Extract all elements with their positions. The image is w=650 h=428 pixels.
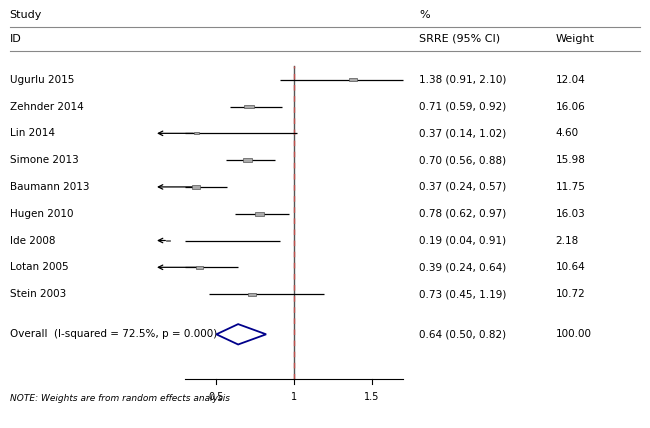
FancyBboxPatch shape bbox=[255, 212, 265, 216]
Text: 1.38 (0.91, 2.10): 1.38 (0.91, 2.10) bbox=[419, 75, 506, 85]
Text: Weight: Weight bbox=[556, 33, 595, 44]
Text: 0.70 (0.56, 0.88): 0.70 (0.56, 0.88) bbox=[419, 155, 506, 165]
Text: NOTE: Weights are from random effects analysis: NOTE: Weights are from random effects an… bbox=[10, 394, 229, 404]
Text: 0.19 (0.04, 0.91): 0.19 (0.04, 0.91) bbox=[419, 235, 506, 246]
FancyBboxPatch shape bbox=[243, 158, 252, 162]
Text: 16.06: 16.06 bbox=[556, 101, 586, 112]
Text: 1: 1 bbox=[291, 392, 297, 402]
Text: 2.18: 2.18 bbox=[556, 235, 579, 246]
Text: Lin 2014: Lin 2014 bbox=[10, 128, 55, 138]
Text: Hugen 2010: Hugen 2010 bbox=[10, 209, 73, 219]
FancyBboxPatch shape bbox=[349, 78, 357, 81]
FancyBboxPatch shape bbox=[166, 240, 170, 241]
Text: SRRE (95% CI): SRRE (95% CI) bbox=[419, 33, 500, 44]
Text: 0.39 (0.24, 0.64): 0.39 (0.24, 0.64) bbox=[419, 262, 506, 272]
Text: 11.75: 11.75 bbox=[556, 182, 586, 192]
Text: 100.00: 100.00 bbox=[556, 329, 592, 339]
FancyBboxPatch shape bbox=[248, 292, 256, 296]
Text: 10.72: 10.72 bbox=[556, 289, 586, 299]
Text: 0.37 (0.14, 1.02): 0.37 (0.14, 1.02) bbox=[419, 128, 506, 138]
Text: Overall  (I-squared = 72.5%, p = 0.000): Overall (I-squared = 72.5%, p = 0.000) bbox=[10, 329, 217, 339]
Text: 0.71 (0.59, 0.92): 0.71 (0.59, 0.92) bbox=[419, 101, 506, 112]
Text: Simone 2013: Simone 2013 bbox=[10, 155, 79, 165]
FancyBboxPatch shape bbox=[244, 104, 254, 108]
Text: Lotan 2005: Lotan 2005 bbox=[10, 262, 68, 272]
FancyBboxPatch shape bbox=[196, 266, 203, 269]
Text: Study: Study bbox=[10, 10, 42, 20]
Text: 0.37 (0.24, 0.57): 0.37 (0.24, 0.57) bbox=[419, 182, 506, 192]
Text: 0.64 (0.50, 0.82): 0.64 (0.50, 0.82) bbox=[419, 329, 506, 339]
Text: 4.60: 4.60 bbox=[556, 128, 579, 138]
Text: Ugurlu 2015: Ugurlu 2015 bbox=[10, 75, 74, 85]
FancyBboxPatch shape bbox=[192, 185, 200, 189]
FancyBboxPatch shape bbox=[194, 132, 198, 134]
Text: 1.5: 1.5 bbox=[364, 392, 380, 402]
Text: Baumann 2013: Baumann 2013 bbox=[10, 182, 89, 192]
Text: 12.04: 12.04 bbox=[556, 75, 586, 85]
Text: 0.78 (0.62, 0.97): 0.78 (0.62, 0.97) bbox=[419, 209, 506, 219]
Text: 16.03: 16.03 bbox=[556, 209, 586, 219]
Text: %: % bbox=[419, 10, 430, 20]
Text: 0.5: 0.5 bbox=[209, 392, 224, 402]
Text: 10.64: 10.64 bbox=[556, 262, 586, 272]
Text: ID: ID bbox=[10, 33, 21, 44]
Text: 0.73 (0.45, 1.19): 0.73 (0.45, 1.19) bbox=[419, 289, 506, 299]
Text: Zehnder 2014: Zehnder 2014 bbox=[10, 101, 83, 112]
Text: Stein 2003: Stein 2003 bbox=[10, 289, 66, 299]
Text: Ide 2008: Ide 2008 bbox=[10, 235, 55, 246]
Polygon shape bbox=[216, 324, 266, 345]
Text: 15.98: 15.98 bbox=[556, 155, 586, 165]
